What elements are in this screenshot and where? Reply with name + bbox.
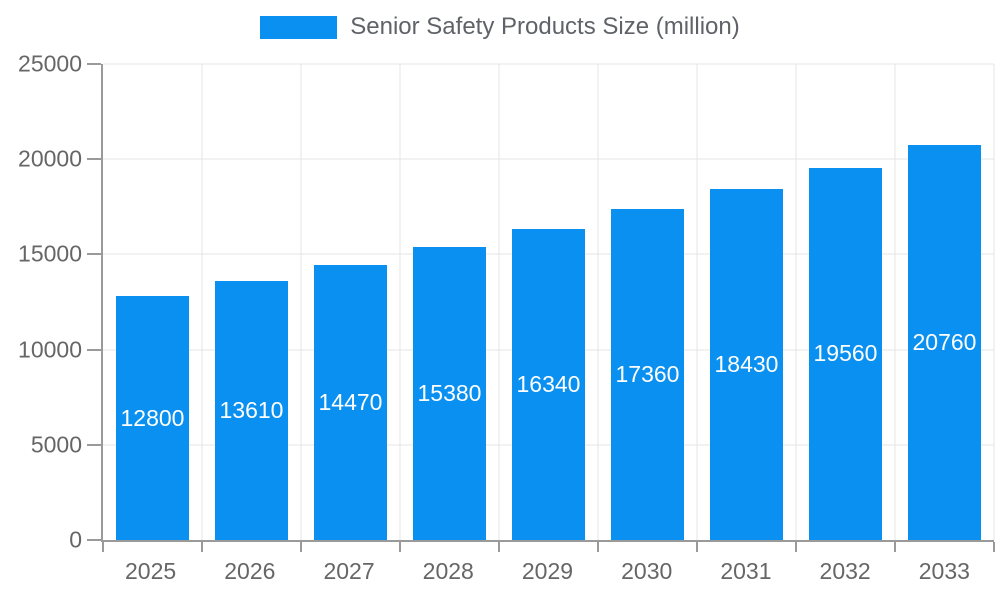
x-tick-label: 2026 — [224, 558, 276, 584]
x-tick — [993, 542, 995, 552]
bar-cell: 18430 — [697, 189, 796, 540]
x-tick-label: 2028 — [422, 558, 474, 584]
h-gridline — [103, 158, 994, 160]
x-tick-label: 2032 — [819, 558, 871, 584]
bar-value-label: 20760 — [912, 328, 977, 355]
y-tick-label: 20000 — [18, 145, 82, 172]
x-tick — [597, 542, 599, 552]
bar-value-label: 15380 — [417, 380, 482, 407]
bar-cell: 16340 — [499, 228, 598, 540]
bar-value-label: 14470 — [318, 388, 383, 415]
y-tick-label: 15000 — [18, 240, 82, 267]
bar: 20760 — [908, 144, 981, 540]
bar: 17360 — [611, 209, 684, 540]
plot-area: 12800 13610 14470 15380 16340 17360 18430 19560… — [87, 63, 995, 552]
v-gridline — [201, 64, 203, 540]
v-gridline — [894, 64, 896, 540]
bar-cell: 12800 — [103, 296, 202, 540]
bar-cell: 17360 — [598, 209, 697, 540]
bar-cell: 13610 — [202, 280, 301, 540]
legend-swatch — [260, 15, 338, 39]
x-tick — [102, 542, 104, 552]
v-gridline — [399, 64, 401, 540]
bar-value-label: 12800 — [120, 404, 185, 431]
y-tick — [87, 63, 101, 65]
x-tick-label: 2025 — [125, 558, 177, 584]
bar-value-label: 18430 — [714, 351, 779, 378]
x-tick — [398, 542, 401, 552]
x-tick — [300, 542, 302, 552]
v-gridline — [300, 64, 302, 540]
v-gridline — [498, 64, 500, 540]
y-tick-label: 25000 — [18, 50, 82, 77]
y-tick — [87, 539, 101, 541]
bar: 19560 — [809, 167, 882, 540]
bar-value-label: 13610 — [219, 396, 284, 423]
x-tick — [894, 542, 896, 552]
x-tick — [201, 542, 203, 552]
v-gridline — [696, 64, 698, 540]
y-tick-label: 0 — [69, 526, 82, 553]
x-tick — [695, 542, 698, 552]
x-tick — [498, 542, 500, 552]
y-tick — [87, 253, 101, 256]
x-tick — [795, 542, 797, 552]
bar-cell: 19560 — [796, 167, 895, 540]
v-gridline — [795, 64, 797, 540]
bar: 15380 — [413, 247, 486, 540]
bar-value-label: 17360 — [615, 361, 680, 388]
bar: 18430 — [710, 189, 783, 540]
bar-value-label: 16340 — [516, 370, 581, 397]
x-tick-label: 2031 — [720, 558, 772, 584]
bar: 16340 — [512, 228, 585, 540]
x-axis-labels: 2025 2026 2027 2028 2029 2030 2031 2032 2033 — [101, 551, 994, 591]
legend: Senior Safety Products Size (million) — [0, 13, 1000, 41]
x-tick-label: 2033 — [918, 558, 970, 584]
legend-label: Senior Safety Products Size (million) — [350, 13, 740, 40]
h-gridline — [103, 63, 994, 65]
x-tick-label: 2030 — [621, 558, 673, 584]
bar-value-label: 19560 — [813, 340, 878, 367]
x-tick-label: 2029 — [521, 558, 574, 584]
bar-cell: 20760 — [895, 144, 994, 540]
y-axis-labels: 0 5000 10000 15000 20000 25000 — [0, 52, 82, 551]
bar: 13610 — [215, 280, 288, 540]
v-gridline — [993, 64, 995, 540]
bar-cell: 15380 — [400, 247, 499, 540]
y-tick — [87, 158, 101, 161]
y-tick — [87, 443, 101, 446]
y-tick-label: 10000 — [18, 336, 82, 363]
x-tick-label: 2027 — [323, 558, 375, 584]
bar: 14470 — [314, 264, 387, 540]
bar: 12800 — [116, 296, 189, 540]
y-tick — [87, 348, 101, 351]
v-gridline — [597, 64, 599, 540]
y-tick-label: 5000 — [30, 431, 82, 458]
bar-cell: 14470 — [301, 264, 400, 540]
